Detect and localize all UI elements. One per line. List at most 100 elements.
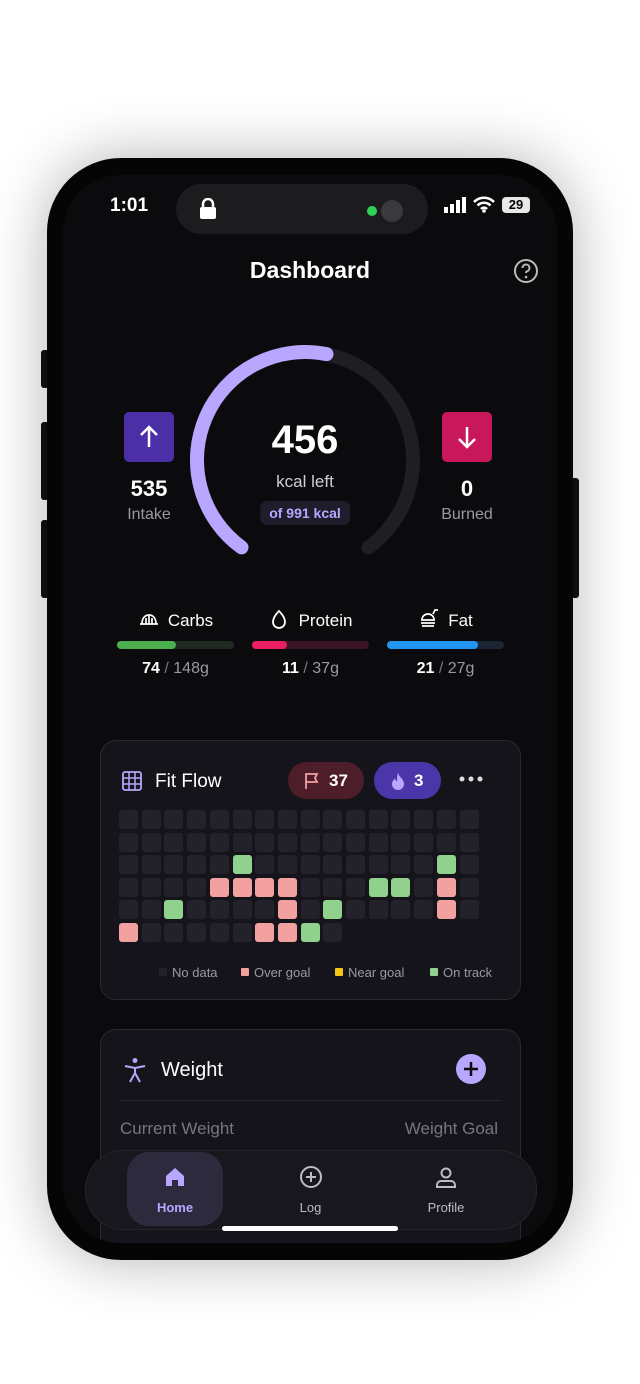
heatmap-cell (187, 810, 207, 829)
heatmap-cell (346, 810, 365, 829)
heatmap-cell (141, 923, 161, 942)
goal-days-badge[interactable]: 37 (288, 762, 364, 799)
macro-value: 21 (416, 660, 435, 677)
heatmap-cell (414, 832, 434, 852)
heatmap-cell (232, 855, 252, 875)
goal-days: 37 (329, 771, 348, 790)
heatmap-cell (391, 810, 411, 829)
macro-name: Fat (448, 611, 473, 630)
macro: Carbs 74 / 148g (117, 605, 234, 677)
current-weight-label: Current Weight (120, 1119, 235, 1138)
macro-name: Protein (298, 611, 353, 630)
macro-amount: 11 / 37g (252, 660, 369, 678)
weight-goal-label: Weight Goal (404, 1119, 498, 1138)
macro-icon (421, 609, 439, 627)
heatmap-cell (164, 900, 184, 920)
nav-label: Log (299, 1200, 322, 1215)
fit-flow-title: Fit Flow (155, 771, 222, 792)
heatmap-cell (459, 877, 479, 897)
side-button (41, 350, 49, 388)
heatmap-cell (346, 877, 365, 897)
nav-icon (436, 1167, 456, 1188)
heatmap-cell (187, 877, 207, 897)
heatmap-cell (164, 855, 184, 875)
heatmap-cell (232, 900, 252, 920)
weight-title: Weight (161, 1059, 223, 1081)
heatmap-cell (346, 832, 365, 852)
heatmap-cell (414, 900, 434, 920)
heatmap-cell (459, 810, 479, 829)
nav-item[interactable]: Home (127, 1152, 223, 1226)
burned-value: 0 (460, 476, 474, 501)
nav-item[interactable]: Log (263, 1152, 359, 1226)
heatmap-cell (323, 900, 343, 920)
heatmap-cell (164, 810, 184, 829)
heatmap-cell (232, 877, 252, 897)
camera (381, 200, 403, 222)
heatmap-cell (209, 900, 229, 920)
signal-icon (444, 197, 466, 213)
macro-amount: 21 / 27g (387, 660, 504, 678)
heatmap-cell (187, 900, 207, 920)
heatmap-cell (323, 855, 343, 875)
home-indicator (222, 1226, 398, 1231)
nav-label: Profile (427, 1200, 465, 1215)
heatmap-cell (141, 900, 161, 920)
macro-track (252, 641, 369, 649)
macro-bar (252, 641, 287, 649)
macro-track (117, 641, 234, 649)
heatmap-cell (187, 855, 207, 875)
streak: 3 (414, 771, 424, 790)
time: 1:01 (110, 195, 149, 216)
heatmap-cell (255, 832, 275, 852)
add-weight-button[interactable] (456, 1054, 486, 1084)
macro-bar (117, 641, 176, 649)
macro-bar (387, 641, 478, 649)
heatmap-cell (459, 855, 479, 875)
heatmap-cell (277, 877, 297, 897)
heatmap-cell (255, 810, 275, 829)
heatmap-cell (255, 900, 275, 920)
heatmap-cell (119, 877, 138, 897)
heatmap-cell (141, 810, 161, 829)
macro-header: Protein (252, 609, 369, 631)
heatmap-cell (368, 900, 388, 920)
nav-icon (299, 1166, 322, 1188)
heatmap-cell (391, 855, 411, 875)
macro-separator: / (164, 660, 169, 677)
heatmap-cell (368, 832, 388, 852)
dynamic-island (176, 184, 428, 234)
grid-icon (122, 771, 142, 791)
macro: Fat 21 / 27g (387, 605, 504, 678)
gauge-progress (190, 345, 334, 555)
help-button[interactable] (513, 258, 539, 284)
heatmap-cell (164, 877, 184, 897)
heatmap-cell (277, 832, 297, 852)
nav-item[interactable]: Profile (398, 1152, 494, 1226)
macro-goal: 148 (173, 660, 200, 677)
heatmap-cell (300, 923, 320, 942)
legend-swatch (430, 968, 438, 976)
heatmap-cell (187, 923, 207, 942)
fit-flow-card: Fit Flow 37 3 No data Over goal Near goal O… (100, 740, 521, 1000)
macro-value: 74 (142, 660, 160, 677)
heatmap-cell (277, 923, 297, 942)
heatmap-cell (232, 810, 252, 829)
heatmap-cell (323, 810, 343, 829)
side-button (41, 422, 49, 500)
heatmap-cell (414, 877, 434, 897)
calorie-gauge (190, 345, 420, 555)
indicator-dot (367, 206, 377, 216)
burned-label: Burned (441, 506, 493, 523)
heatmap-cell (232, 923, 252, 942)
macro-value: 11 (282, 660, 299, 677)
more-button[interactable] (459, 774, 483, 784)
heatmap-cell (277, 810, 297, 829)
heatmap-cell (368, 855, 388, 875)
heatmap-cell (300, 877, 320, 897)
heatmap-cell (209, 923, 229, 942)
heatmap-cell (391, 877, 411, 897)
bottom-nav: Home Log Profile (85, 1150, 537, 1230)
streak-badge[interactable]: 3 (374, 762, 441, 799)
macro-separator: / (303, 660, 308, 677)
